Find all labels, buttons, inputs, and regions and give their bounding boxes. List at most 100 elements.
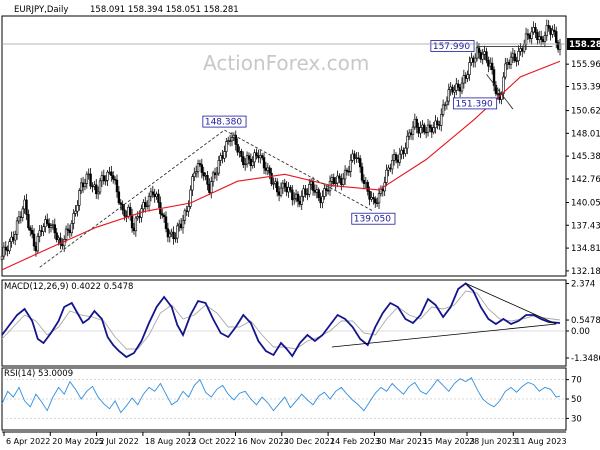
candle-body xyxy=(140,208,143,218)
candle-body xyxy=(457,83,460,88)
candle-body xyxy=(294,193,298,199)
candle-body xyxy=(522,43,526,52)
candle-body xyxy=(551,29,554,35)
candle-body xyxy=(323,188,326,197)
candle-body xyxy=(264,167,268,171)
candle-body xyxy=(447,89,450,102)
candle-body xyxy=(102,175,105,181)
candle-body xyxy=(127,206,130,217)
x-tick-label: 6 Apr 2022 xyxy=(6,437,50,446)
candle-body xyxy=(357,157,360,159)
candle-body xyxy=(17,216,21,222)
candle-body xyxy=(524,33,528,45)
candle-body xyxy=(526,33,530,36)
candle-body xyxy=(473,57,477,63)
candle-body xyxy=(245,155,249,165)
candle-body xyxy=(302,188,305,197)
candle-body xyxy=(453,89,456,93)
candle-body xyxy=(355,157,358,159)
candle-body xyxy=(121,203,124,211)
candle-body xyxy=(79,182,83,191)
candle-body xyxy=(317,189,320,198)
candle-body xyxy=(534,27,537,33)
x-tick-label: 3 Oct 2022 xyxy=(191,437,235,446)
candle-body xyxy=(426,124,430,133)
candle-body xyxy=(104,179,107,182)
candle-body xyxy=(279,187,283,196)
candle-body xyxy=(251,161,254,166)
candle-body xyxy=(179,223,183,229)
candle-body xyxy=(400,149,403,155)
candle-body xyxy=(328,180,332,192)
rsi-line xyxy=(1,377,561,414)
candle-body xyxy=(308,184,311,195)
candle-body xyxy=(423,124,426,133)
candle-body xyxy=(210,181,213,193)
candle-body xyxy=(189,189,192,207)
candle-body xyxy=(387,167,390,171)
candle-body xyxy=(76,205,79,212)
candle-body xyxy=(72,213,75,224)
candle-body xyxy=(466,74,469,79)
candle-body xyxy=(409,132,413,135)
watermark: ActionForex.com xyxy=(203,51,369,75)
candle-body xyxy=(468,62,471,75)
candle-body xyxy=(234,134,237,145)
candle-body xyxy=(4,246,7,251)
candle-body xyxy=(253,152,256,163)
candle-body xyxy=(198,163,202,165)
candle-body xyxy=(502,76,505,94)
candle-body xyxy=(40,230,43,232)
candle-body xyxy=(70,223,73,234)
header-symbol: EURJPY,Daily xyxy=(14,5,68,15)
chart-marks: 155.960 153.395 150.625 148.010 145.385 142.7… xyxy=(0,19,600,446)
candle-body xyxy=(553,29,556,32)
price-y-tick-label: 140.050 xyxy=(571,199,600,209)
candle-body xyxy=(183,210,187,221)
candle-body xyxy=(419,127,422,134)
candle-body xyxy=(29,227,32,231)
candle-body xyxy=(6,249,9,252)
candle-body xyxy=(98,180,102,193)
candle-body xyxy=(481,54,484,60)
price-y-tick-label: 137.435 xyxy=(571,221,600,231)
candle-body xyxy=(185,210,188,212)
candle-body xyxy=(8,241,11,252)
header-ohlc: 158.091 158.394 158.051 158.281 xyxy=(90,5,239,15)
candle-body xyxy=(479,52,483,60)
candle-body xyxy=(27,214,30,229)
last-price-label: 158.281 xyxy=(569,40,600,50)
candle-body xyxy=(509,56,513,65)
annotation-box xyxy=(453,97,498,110)
candle-body xyxy=(49,225,53,229)
candle-body xyxy=(187,206,190,212)
candle-body xyxy=(517,51,520,61)
candle-body xyxy=(64,228,68,240)
candle-body xyxy=(36,236,40,252)
macd-trendline xyxy=(331,323,557,348)
candle-body xyxy=(200,164,204,173)
macd-trendline xyxy=(465,283,557,325)
macd-y-tick-label: 0.5478 xyxy=(571,316,600,326)
candle-body xyxy=(404,147,407,154)
candle-body xyxy=(434,120,437,128)
candle-body xyxy=(38,230,41,237)
x-tick-label: 5 Jul 2022 xyxy=(99,437,139,446)
candle-body xyxy=(119,202,122,205)
annotation-label: 157.990 xyxy=(433,42,470,52)
candle-body xyxy=(61,243,64,247)
candle-body xyxy=(151,191,155,195)
candle-body xyxy=(193,172,196,178)
candle-body xyxy=(424,131,428,134)
candle-body xyxy=(392,154,396,161)
candle-body xyxy=(530,31,533,39)
price-y-tick-label: 142.760 xyxy=(571,175,600,185)
candle-body xyxy=(55,232,58,241)
candle-body xyxy=(15,220,19,235)
candle-body xyxy=(490,62,494,70)
candle-body xyxy=(194,171,198,174)
candle-body xyxy=(132,227,136,232)
candle-body xyxy=(436,120,439,125)
candle-body xyxy=(477,47,481,53)
